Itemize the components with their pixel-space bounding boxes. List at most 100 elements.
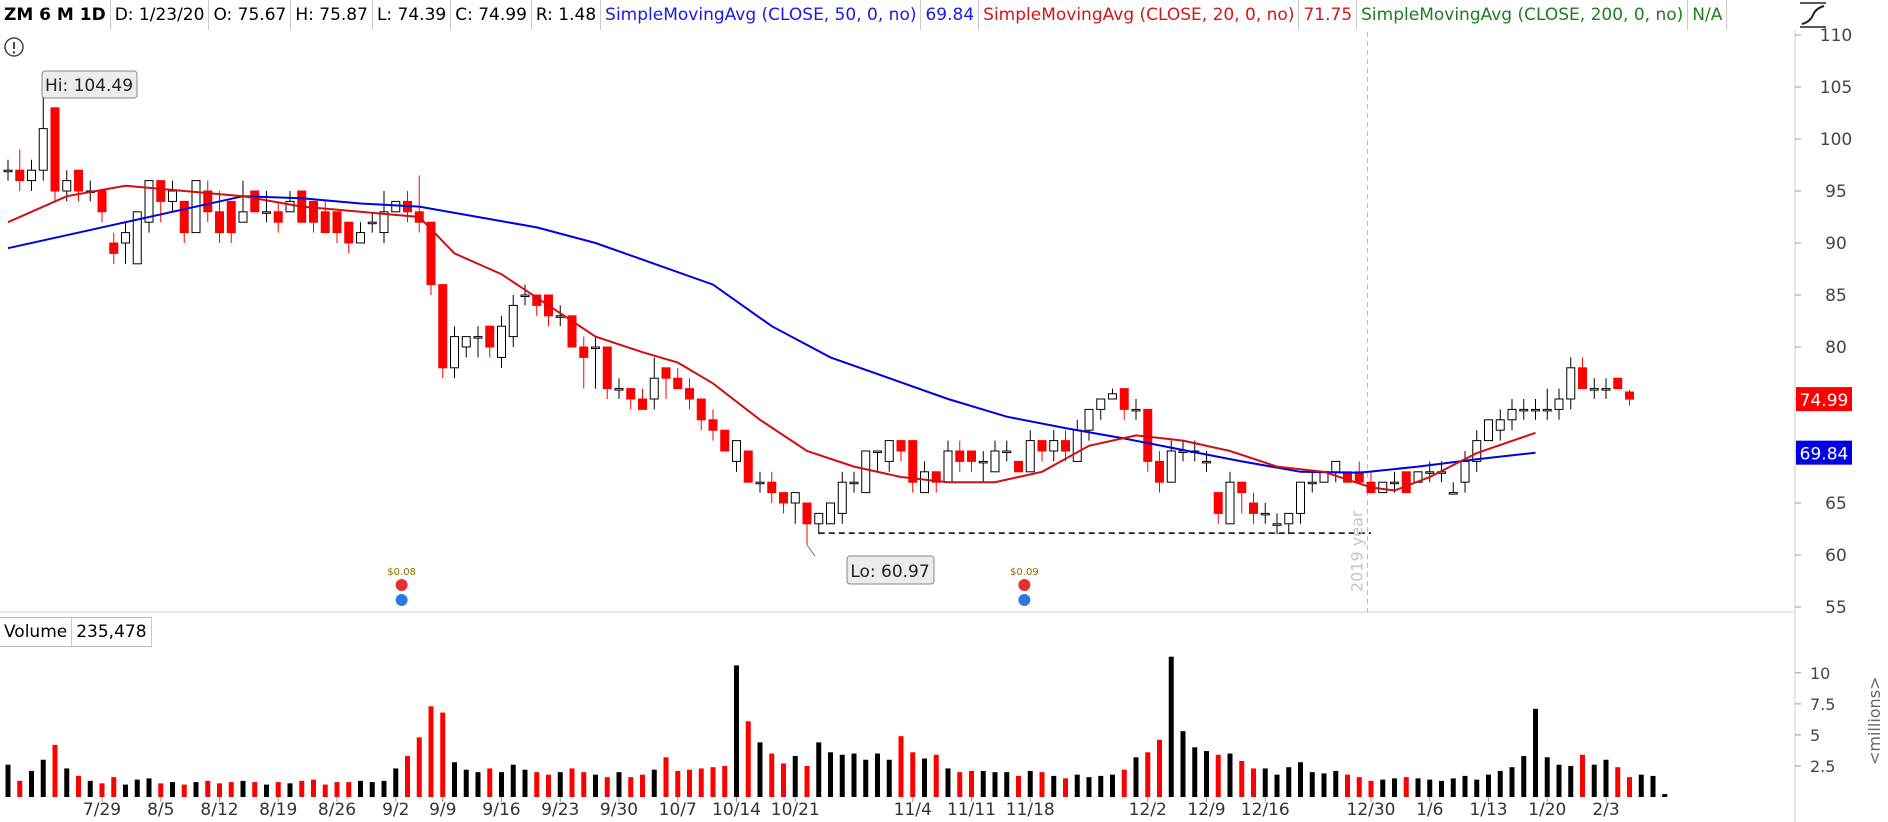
volume-bar <box>1274 774 1280 797</box>
sma20-label[interactable]: SimpleMovingAvg (CLOSE, 20, 0, no) <box>979 0 1300 30</box>
drawing-tools-icon[interactable] <box>1796 0 1830 30</box>
sma50-line <box>7 195 1536 474</box>
volume-bar <box>1098 775 1104 797</box>
candle-body <box>156 180 166 202</box>
candle-body <box>743 450 753 483</box>
candle-body <box>1366 481 1376 494</box>
volume-bar <box>1556 764 1562 797</box>
volume-bar <box>1192 747 1198 797</box>
candle-body <box>391 200 401 213</box>
candle-body <box>450 336 459 369</box>
candle-body <box>1354 471 1364 483</box>
sma200-value: N/A <box>1688 0 1728 30</box>
volume-bar <box>1521 756 1527 797</box>
volume-bar <box>851 753 857 797</box>
candle-body <box>226 200 236 234</box>
volume-bar <box>546 774 551 797</box>
volume-bar <box>1074 774 1080 797</box>
volume-bar <box>311 779 316 797</box>
candle-body <box>861 450 871 494</box>
volume-bar <box>487 768 493 797</box>
volume-bar <box>299 780 305 797</box>
candle-body <box>1108 393 1117 400</box>
lo-callout-box <box>846 555 935 585</box>
earnings-icon <box>1018 594 1031 606</box>
candle-body <box>97 190 107 213</box>
volume-bar <box>1591 764 1597 797</box>
candle-body <box>1413 471 1423 483</box>
candle-body <box>1519 408 1529 412</box>
candle-body <box>1049 440 1059 452</box>
candle-body <box>1237 481 1247 494</box>
candle-body <box>215 211 224 234</box>
candle-body <box>814 512 824 525</box>
volume-bar <box>452 762 457 797</box>
volume-bar <box>346 782 352 797</box>
high-readout: H: 75.87 <box>291 0 373 30</box>
volume-bar <box>1392 778 1397 797</box>
study-header: ZM 6 M 1D D: 1/23/20 O: 75.67 H: 75.87 L… <box>0 0 1888 30</box>
volume-bar <box>1403 777 1409 797</box>
hi-callout: Hi: 104.49 <box>45 76 133 96</box>
date-tick-label: 11/11 <box>947 800 996 820</box>
volume-bar <box>875 753 880 797</box>
candle-body <box>1296 481 1305 514</box>
volume-bar <box>252 782 258 797</box>
volume-bar <box>1356 777 1362 797</box>
candle-body <box>74 169 83 192</box>
volume-bar <box>992 772 998 797</box>
candle-body <box>579 346 589 358</box>
sma200-label[interactable]: SimpleMovingAvg (CLOSE, 200, 0, no) <box>1357 0 1689 30</box>
sma50-value: 69.84 <box>921 0 980 30</box>
candle-body <box>508 304 518 338</box>
volume-bar <box>616 772 622 797</box>
volume-value: 235,478 <box>72 618 152 646</box>
candle-body <box>1131 408 1141 412</box>
volume-bar <box>99 783 105 797</box>
date-tick-label: 12/16 <box>1241 800 1290 820</box>
volume-bar <box>1204 751 1209 797</box>
symbol-label[interactable]: ZM 6 M 1D <box>0 0 111 30</box>
candle-body <box>109 242 119 254</box>
volume-bar <box>722 765 728 797</box>
date-tick-label: 7/29 <box>83 800 121 820</box>
volume-bar <box>52 744 58 797</box>
candle-body <box>332 211 342 234</box>
volume-label[interactable]: Volume <box>0 618 73 646</box>
candle-body <box>1025 440 1035 473</box>
price-tick-label: 75 <box>1825 390 1847 410</box>
volume-bar <box>1627 777 1632 797</box>
price-tick-label: 55 <box>1825 598 1847 618</box>
volume-bar <box>604 777 610 797</box>
volume-unit-label: <millions> <box>1865 677 1884 765</box>
volume-tick-label: 7.5 <box>1810 695 1835 714</box>
volume-bar <box>1309 772 1315 797</box>
price-tick-label: 105 <box>1820 78 1852 98</box>
volume-bar <box>1497 770 1503 797</box>
volume-bar <box>1039 772 1045 797</box>
volume-bar <box>334 782 340 797</box>
candle-body <box>191 180 201 234</box>
volume-bar <box>675 770 681 797</box>
candle-body <box>1390 481 1399 485</box>
price-tick-label: 65 <box>1825 494 1847 514</box>
sma20-value: 71.75 <box>1299 0 1358 30</box>
volume-bar <box>111 777 117 797</box>
candle-body <box>696 398 706 421</box>
volume-bar <box>839 754 845 797</box>
volume-bar <box>769 753 775 797</box>
volume-bar <box>1133 757 1139 797</box>
lo-callout: Lo: 60.97 <box>850 562 929 582</box>
price-tick-label: 85 <box>1825 286 1847 306</box>
candle-body <box>544 294 553 317</box>
candle-body <box>1084 408 1094 431</box>
volume-bar <box>428 706 434 797</box>
sma50-label[interactable]: SimpleMovingAvg (CLOSE, 50, 0, no) <box>601 0 922 30</box>
volume-bar <box>87 780 93 797</box>
candle-body <box>1542 408 1552 412</box>
date-tick-label: 1/13 <box>1469 800 1507 820</box>
volume-bar <box>781 763 786 797</box>
candle-body <box>849 481 859 485</box>
candle-body <box>485 325 495 348</box>
